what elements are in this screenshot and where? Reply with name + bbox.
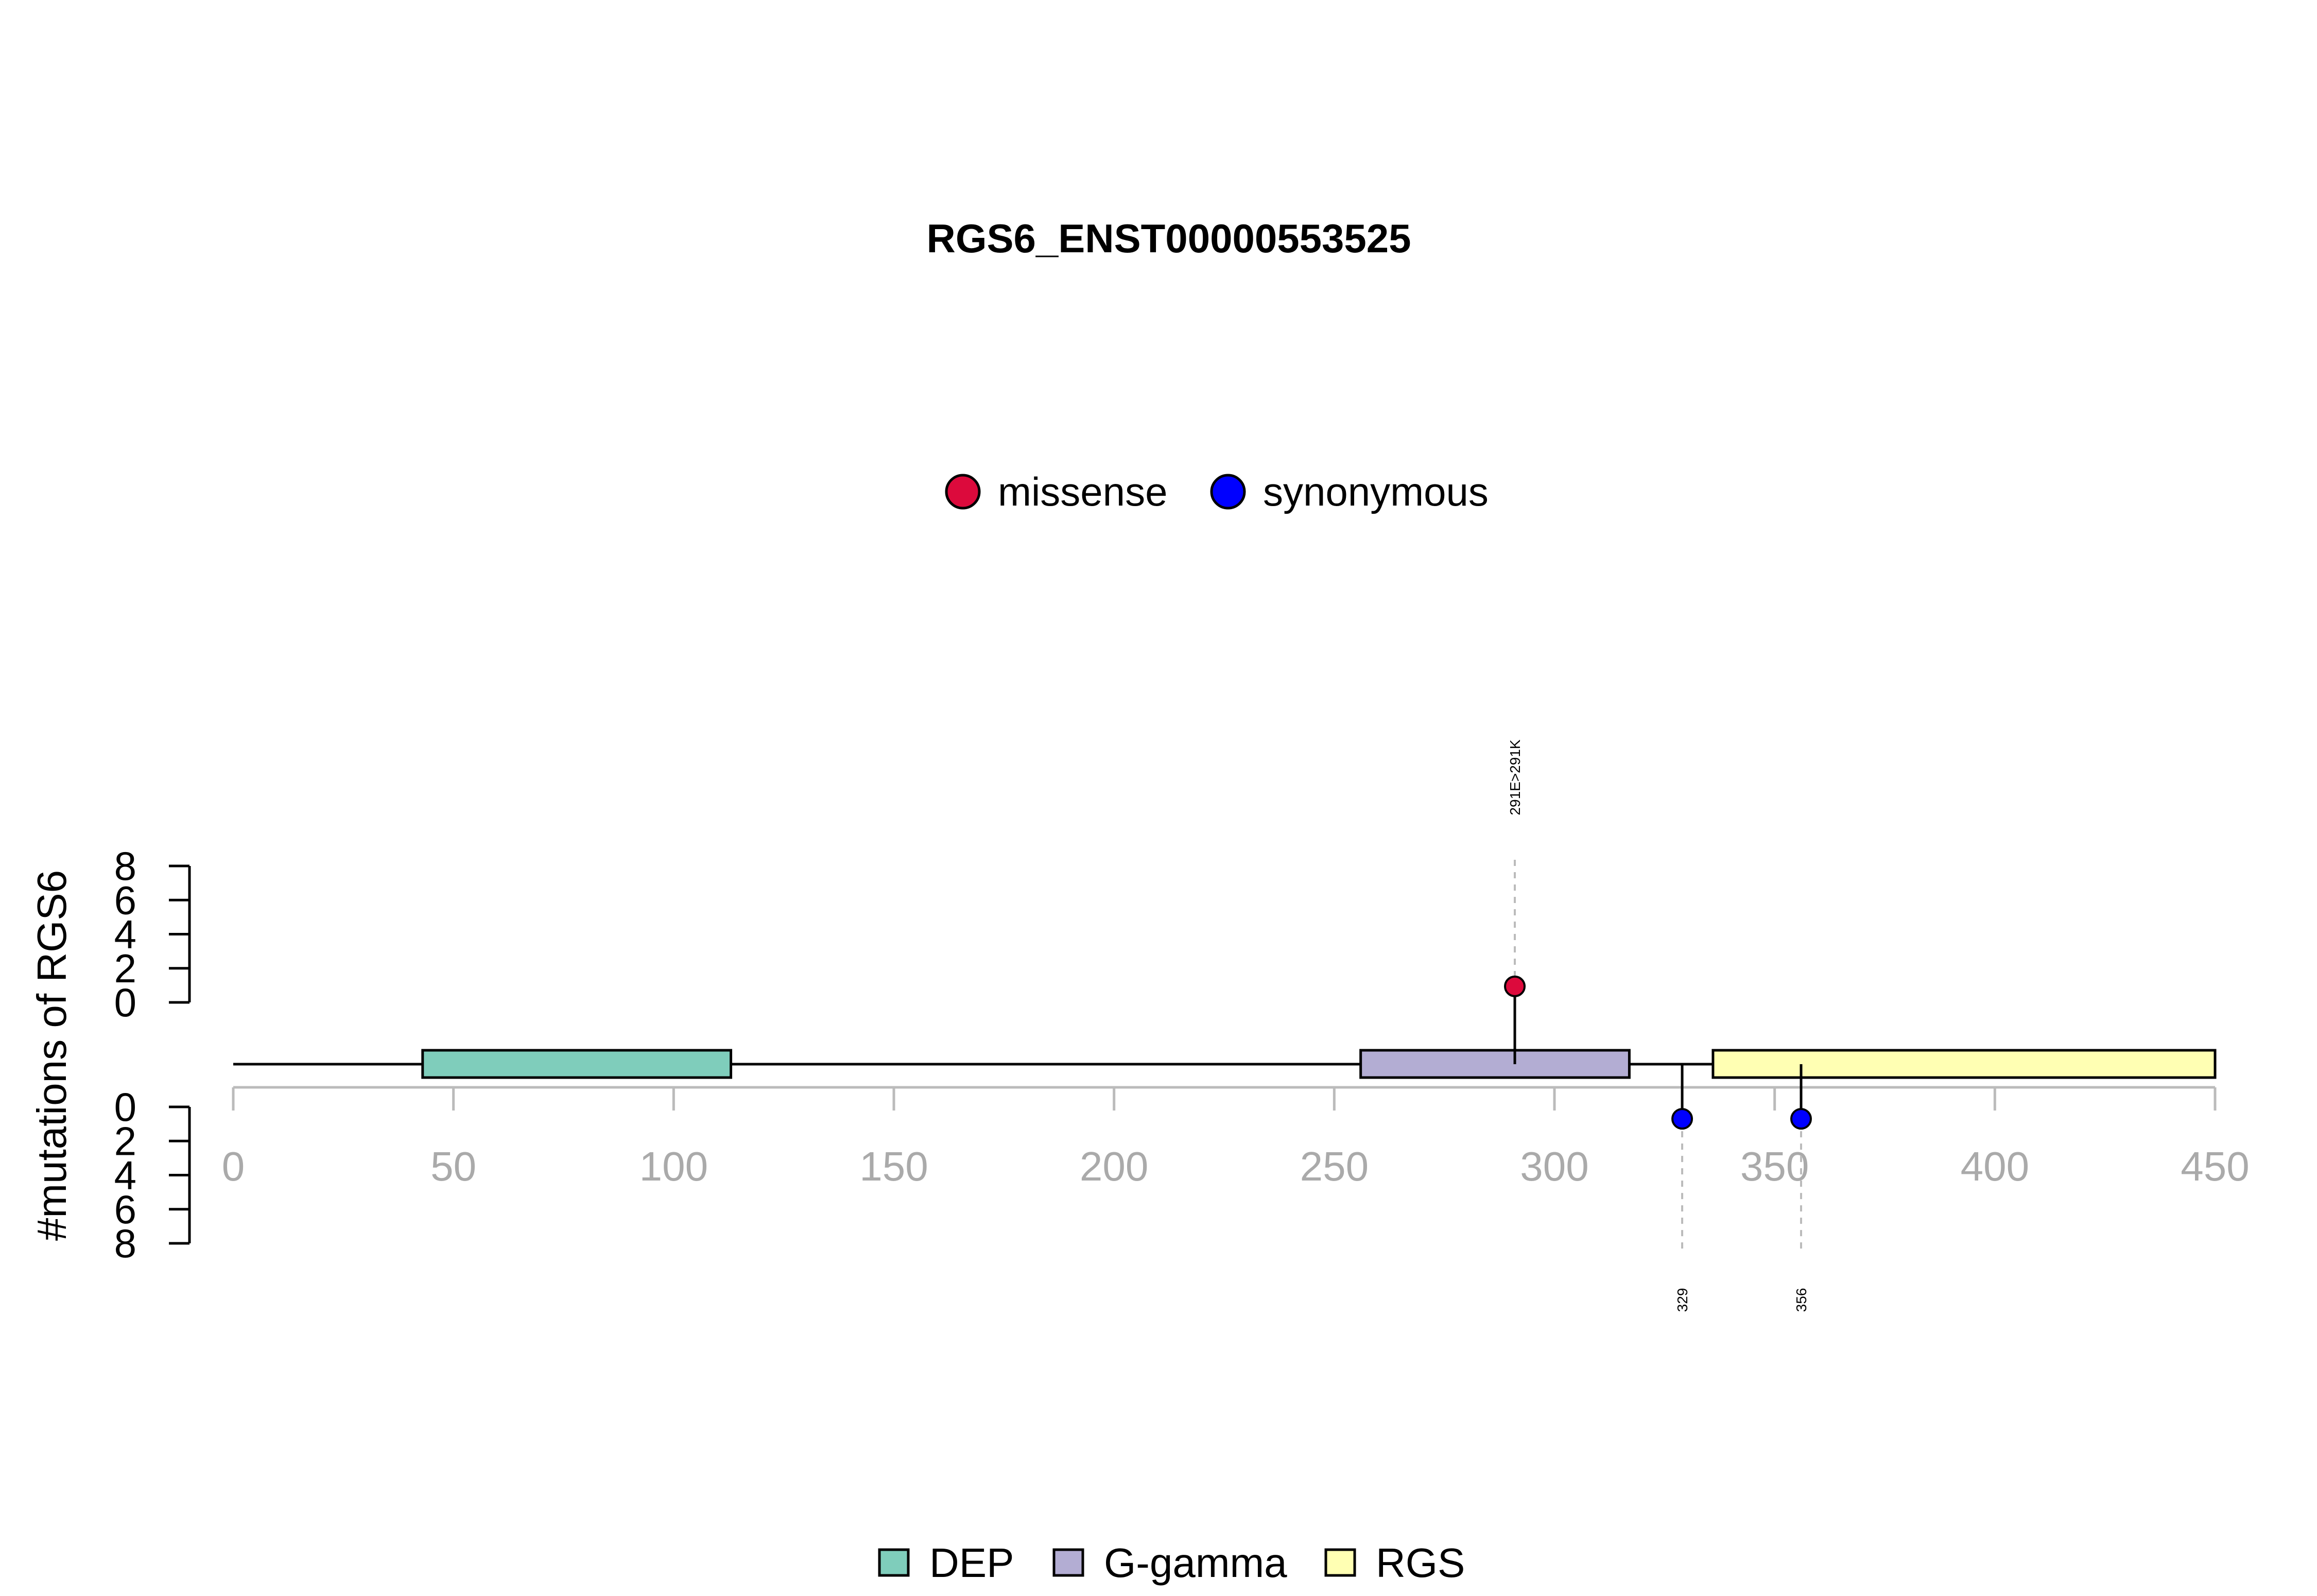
- legend-marker-missense: [945, 474, 981, 510]
- x-tick-label: 100: [639, 1143, 708, 1189]
- domain-legend-swatch-dep: [878, 1548, 910, 1577]
- mutation-291: 291E>291K: [1504, 739, 1526, 1064]
- y-axis-top-tick-label: 8: [114, 843, 136, 889]
- y-axis-bottom-tick-label: 8: [114, 1221, 136, 1266]
- chart-title: RGS6_ENST00000553525: [927, 216, 1411, 261]
- mutation-head: [1671, 1108, 1693, 1130]
- domain-legend-swatch-rgs: [1324, 1548, 1356, 1577]
- y-axis-bottom-tick-label: 2: [114, 1118, 136, 1164]
- y-axis-top-tick-label: 0: [114, 980, 136, 1025]
- domain-legend-label-rgs: RGS: [1376, 1540, 1465, 1586]
- legend-marker-synonymous: [1210, 474, 1246, 510]
- x-tick-label: 350: [1740, 1143, 1809, 1189]
- x-tick-label: 250: [1300, 1143, 1369, 1189]
- domain-g-gamma: [1359, 1049, 1631, 1079]
- y-axis-label: #mutations of RGS6: [29, 870, 75, 1241]
- mutation-legend: missense synonymous: [945, 469, 1489, 514]
- mutation-head: [1504, 975, 1526, 997]
- mutation-label: 291E>291K: [1507, 739, 1523, 815]
- mutation-329: 329: [1671, 1064, 1693, 1312]
- x-axis: 0 50 100 150 200 250 300 350 400 450: [222, 1086, 2250, 1189]
- y-axis-top-tick-label: 6: [114, 877, 136, 923]
- x-tick-label: 50: [430, 1143, 476, 1189]
- y-axis-top-tick-label: 2: [114, 946, 136, 991]
- domain-legend-swatch-g-gamma: [1052, 1548, 1084, 1577]
- domain-rgs: [1711, 1049, 2217, 1079]
- x-tick-label: 0: [222, 1143, 245, 1189]
- y-axis-bottom-tick-label: 6: [114, 1187, 136, 1232]
- legend-label-synonymous: synonymous: [1263, 469, 1489, 514]
- mutation-356: 356: [1790, 1064, 1812, 1312]
- mutation-head: [1790, 1108, 1812, 1130]
- mutation-lollipops: 291E>291K 329 356: [1504, 739, 1812, 1312]
- domain-track: [421, 1049, 2217, 1079]
- domain-legend-label-dep: DEP: [929, 1540, 1014, 1586]
- mutation-label: 356: [1793, 1288, 1809, 1312]
- legend-label-missense: missense: [998, 469, 1167, 514]
- x-tick-label: 150: [859, 1143, 928, 1189]
- x-tick-label: 300: [1520, 1143, 1588, 1189]
- y-axis-bottom-tick-label: 0: [114, 1084, 136, 1130]
- x-tick-label: 450: [2181, 1143, 2249, 1189]
- domain-legend: DEP G-gamma RGS: [878, 1540, 1465, 1586]
- y-axis-top-tick-label: 4: [114, 912, 136, 957]
- domain-dep: [421, 1049, 733, 1079]
- x-tick-label: 200: [1080, 1143, 1148, 1189]
- mutation-label: 329: [1674, 1288, 1690, 1312]
- domain-legend-label-g-gamma: G-gamma: [1104, 1540, 1287, 1586]
- x-tick-label: 400: [1961, 1143, 2029, 1189]
- y-axis-bottom-tick-label: 4: [114, 1153, 136, 1198]
